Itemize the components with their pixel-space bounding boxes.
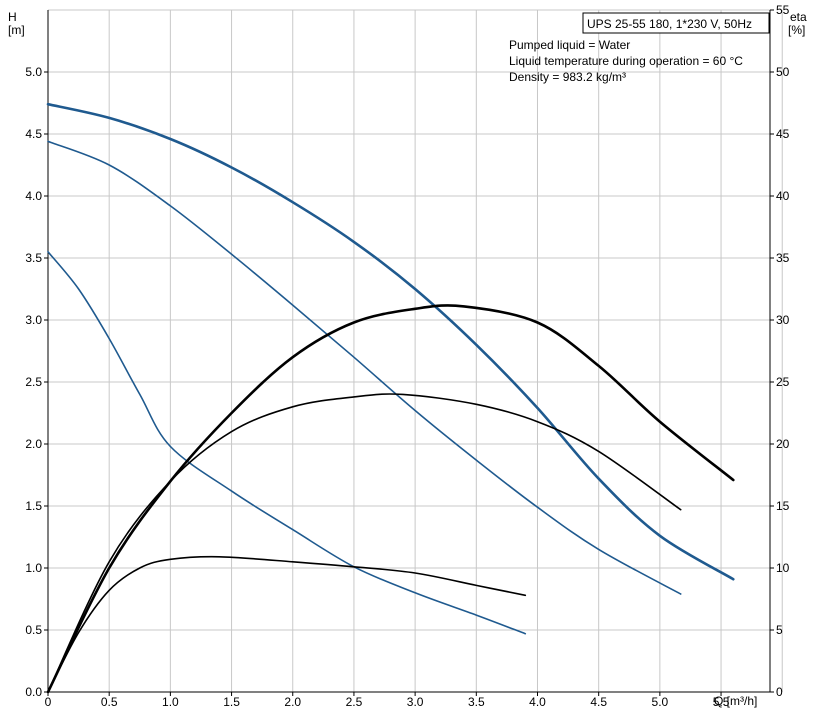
x-tick-label: 1.0 [162,695,179,709]
info-box-title: UPS 25-55 180, 1*230 V, 50Hz [587,17,752,31]
y-left-tick-label: 5.0 [25,65,42,79]
y-right-tick-label: 30 [776,313,790,327]
y-right-tick-label: 0 [776,685,783,699]
info-box: UPS 25-55 180, 1*230 V, 50Hz Pumped liqu… [509,12,770,84]
y-left-tick-label: 2.5 [25,375,42,389]
head-curve [46,102,735,581]
x-tick-label: 4.5 [590,695,607,709]
y-left-tick-label: 1.5 [25,499,42,513]
y-left-tick-label: 0.5 [25,623,42,637]
y-right-tick-label: 25 [776,375,790,389]
axes [47,10,771,693]
y-right-tick-label: 35 [776,251,790,265]
tick-labels: 0 0.5 1.0 1.5 2.0 2.5 3.0 3.5 4.0 4.5 5.0 5.5 0.0 0.5… [25,3,789,709]
y-right-tick-label: 20 [776,437,790,451]
x-tick-label: 1.5 [223,695,240,709]
efficiency-curve [46,304,735,694]
x-axis-label: Q [m³/h] [714,694,757,708]
head-curve [47,251,527,635]
grid [48,9,783,692]
x-tick-label: 3.0 [407,695,424,709]
y-left-unit: [m] [8,23,25,37]
series [46,102,735,694]
y-right-tick-label: 10 [776,561,790,575]
y-left-tick-label: 3.0 [25,313,42,327]
x-tick-label: 2.5 [346,695,363,709]
y-left-tick-label: 0.0 [25,685,42,699]
y-left-label: H [8,10,17,24]
y-right-tick-label: 55 [776,3,790,17]
x-tick-label: 5.5 [713,695,730,709]
y-right-tick-label: 5 [776,623,783,637]
y-right-tick-label: 50 [776,65,790,79]
y-left-tick-label: 1.0 [25,561,42,575]
y-left-tick-label: 2.0 [25,437,42,451]
y-left-tick-label: 3.5 [25,251,42,265]
x-tick-label: 4.0 [529,695,546,709]
info-line-temperature: Liquid temperature during operation = 60… [509,54,743,68]
y-right-tick-label: 40 [776,189,790,203]
x-tick-label: 3.5 [468,695,485,709]
y-right-tick-label: 15 [776,499,790,513]
info-line-density: Density = 983.2 kg/m³ [509,70,626,84]
info-line-liquid: Pumped liquid = Water [509,38,630,52]
x-tick-label: 5.0 [652,695,669,709]
y-right-label: eta [790,10,807,24]
y-right-unit: [%] [788,23,805,37]
info-box-frame [582,12,770,34]
head-curve [47,140,682,595]
axis-titles: H [m] eta [%] Q [m³/h] [8,10,807,708]
efficiency-curve [47,555,527,693]
y-right-tick-label: 45 [776,127,790,141]
x-tick-label: 0 [45,695,52,709]
y-left-tick-label: 4.0 [25,189,42,203]
efficiency-curve [47,393,682,693]
x-tick-label: 2.0 [284,695,301,709]
x-tick-label: 0.5 [101,695,118,709]
y-left-tick-label: 4.5 [25,127,42,141]
